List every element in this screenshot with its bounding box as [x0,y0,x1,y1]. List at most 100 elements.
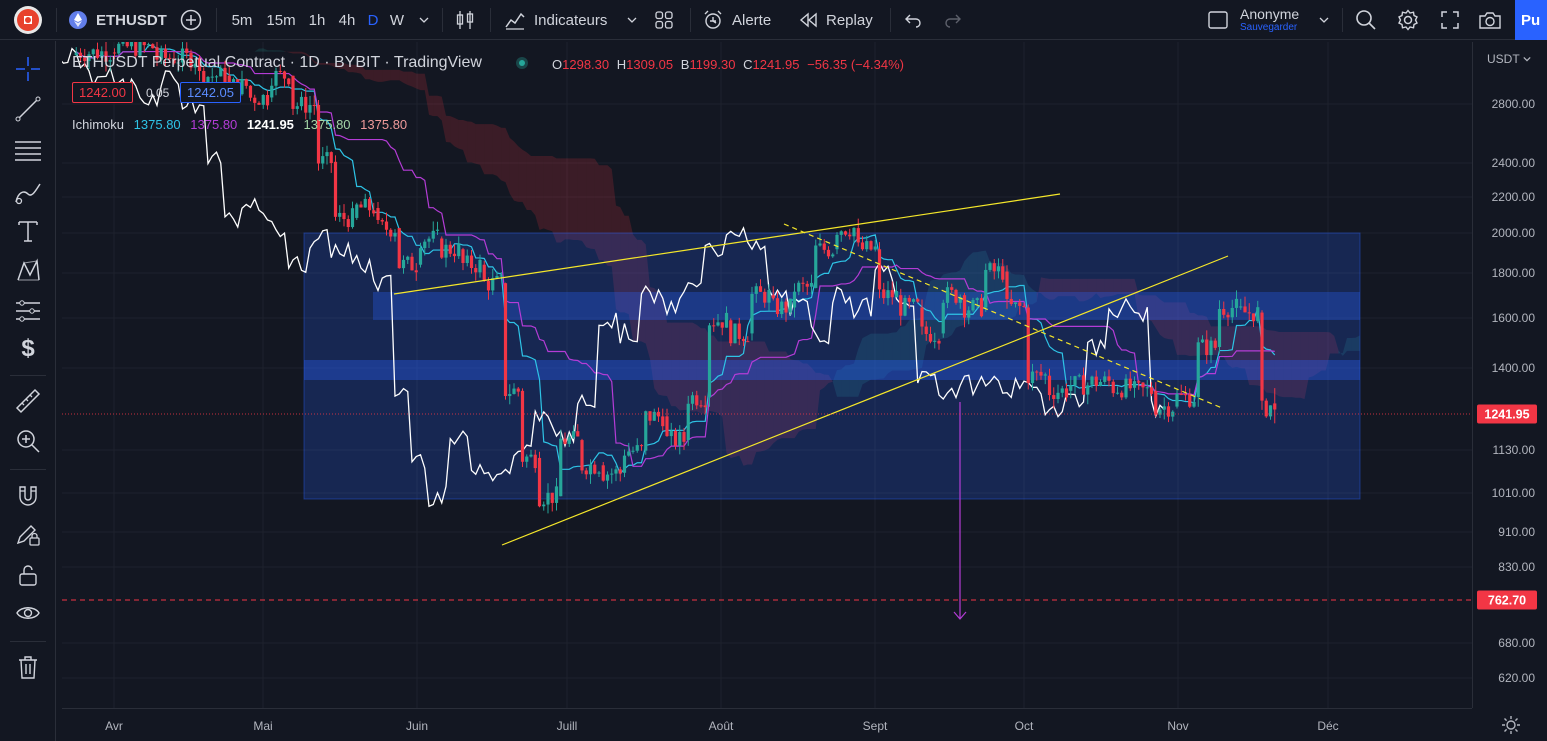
candle-body [431,230,435,239]
timeframe-1h[interactable]: 1h [308,11,326,29]
cloud-segment [858,338,863,397]
candle-body [1183,394,1188,396]
time-axis[interactable]: Avr Mai Juin Juill Août Sept Oct Nov Déc [62,708,1472,741]
cloud-segment [739,341,744,466]
fullscreen-button[interactable] [1436,0,1464,40]
candle-body [342,212,346,220]
month-label: Sept [862,719,888,733]
save-dropdown[interactable] [1316,0,1332,40]
lower-trendline[interactable] [501,255,1229,546]
fib-tool[interactable] [10,135,46,167]
current-price-badge[interactable]: 1241.95 [1477,404,1537,424]
replay-button[interactable]: Replay [798,0,878,40]
compare-symbol-button[interactable] [176,0,206,40]
publish-button[interactable]: Pu [1515,0,1547,40]
currency-selector[interactable]: USDT [1487,52,1531,66]
candle-body [763,291,767,303]
cloud-segment [1019,274,1024,305]
alert-button[interactable]: Alerte [702,0,782,40]
undo-button[interactable] [900,0,926,40]
cloud-segment [879,333,884,379]
text-tool[interactable] [10,215,46,247]
cloud-segment [433,95,438,117]
candle-body [690,395,695,404]
cloud-segment [577,158,582,241]
resistance-zone[interactable] [373,292,1360,320]
candle-body [87,54,91,62]
cloud-segment [917,317,922,370]
cloud-segment [832,370,837,397]
measure-tool[interactable] [10,385,46,417]
symbol-search-button[interactable]: ETHUSDT [68,0,168,40]
cloud-segment [824,374,829,388]
target-price-badge[interactable]: 762.70 [1477,590,1537,610]
timeframe-w[interactable]: W [389,11,405,29]
descending-dashed-trendline[interactable] [783,223,1223,409]
user-logo-icon[interactable] [10,0,46,40]
candle-body [937,340,941,344]
snapshot-button[interactable] [1476,0,1504,40]
timeframe-dropdown[interactable] [414,0,434,40]
candle-body [525,456,529,462]
upper-trendline[interactable] [393,193,1061,295]
magnet-tool[interactable] [10,481,46,513]
cloud-segment [650,287,655,389]
chart-title[interactable]: ETHUSDT Perpetual Contract · 1D · BYBIT … [72,54,482,71]
layout-button[interactable] [1204,0,1232,40]
crosshair-tool[interactable] [10,53,46,85]
cloud-segment [726,341,731,459]
prediction-tool[interactable] [10,295,46,327]
candle-body [1149,387,1154,394]
candle-body [244,79,248,86]
lock-all-tool[interactable] [10,559,46,591]
chart-settings-button[interactable] [1500,714,1522,736]
zoom-tool[interactable] [10,425,46,457]
candle-body [920,307,924,327]
candle-body [784,301,788,313]
dollar-tool[interactable]: $ [10,333,46,365]
cloud-segment [518,146,523,202]
timeframe-15m[interactable]: 15m [266,11,296,29]
cloud-segment [399,69,404,83]
candle-body [278,70,282,72]
candle-body [1073,376,1077,386]
symbol-label: ETHUSDT [96,11,167,29]
cloud-segment [1338,350,1343,356]
indicators-button[interactable]: Indicateurs [504,0,644,40]
indicator-legend[interactable]: Ichimoku 1375.80 1375.80 1241.95 1375.80… [72,117,407,132]
candle-body [112,52,117,54]
cloud-segment [293,51,298,54]
timeframe-4h[interactable]: 4h [338,11,356,29]
candle-body [1035,371,1039,373]
brush-tool[interactable] [10,177,46,209]
cloud-segment [1334,336,1339,354]
timeframe-5m[interactable]: 5m [231,11,253,29]
grid-icon [655,11,673,29]
buy-price-button[interactable]: 1242.05 [180,82,241,103]
timeframe-d[interactable]: D [367,11,379,29]
chart-type-button[interactable] [450,0,480,40]
lock-drawing-tool[interactable] [10,519,46,551]
candle-body [142,42,146,46]
sell-price-button[interactable]: 1242.00 [72,82,133,103]
cloud-segment [1028,285,1033,305]
cloud-segment [514,141,519,202]
candle-body [546,492,550,505]
spread-value: 0.05 [146,86,170,100]
trendline-tool[interactable] [10,93,46,125]
price-label: 1010.00 [1491,486,1535,500]
price-axis[interactable]: USDT 2800.00 2400.00 2200.00 2000.00 180… [1472,42,1547,708]
cloud-segment [543,155,548,231]
templates-button[interactable] [650,0,678,40]
market-status-icon[interactable] [516,57,528,69]
kijun-value: 1375.80 [190,117,238,132]
redo-button[interactable] [940,0,966,40]
search-button[interactable] [1352,0,1380,40]
delete-tool[interactable] [10,651,46,683]
pattern-tool[interactable] [10,255,46,287]
settings-button[interactable] [1394,0,1422,40]
hide-drawings-tool[interactable] [10,597,46,629]
save-layout-button[interactable]: Anonyme Sauvegarder [1240,0,1330,40]
cloud-segment [1355,335,1360,351]
price-chart[interactable] [62,42,1472,708]
